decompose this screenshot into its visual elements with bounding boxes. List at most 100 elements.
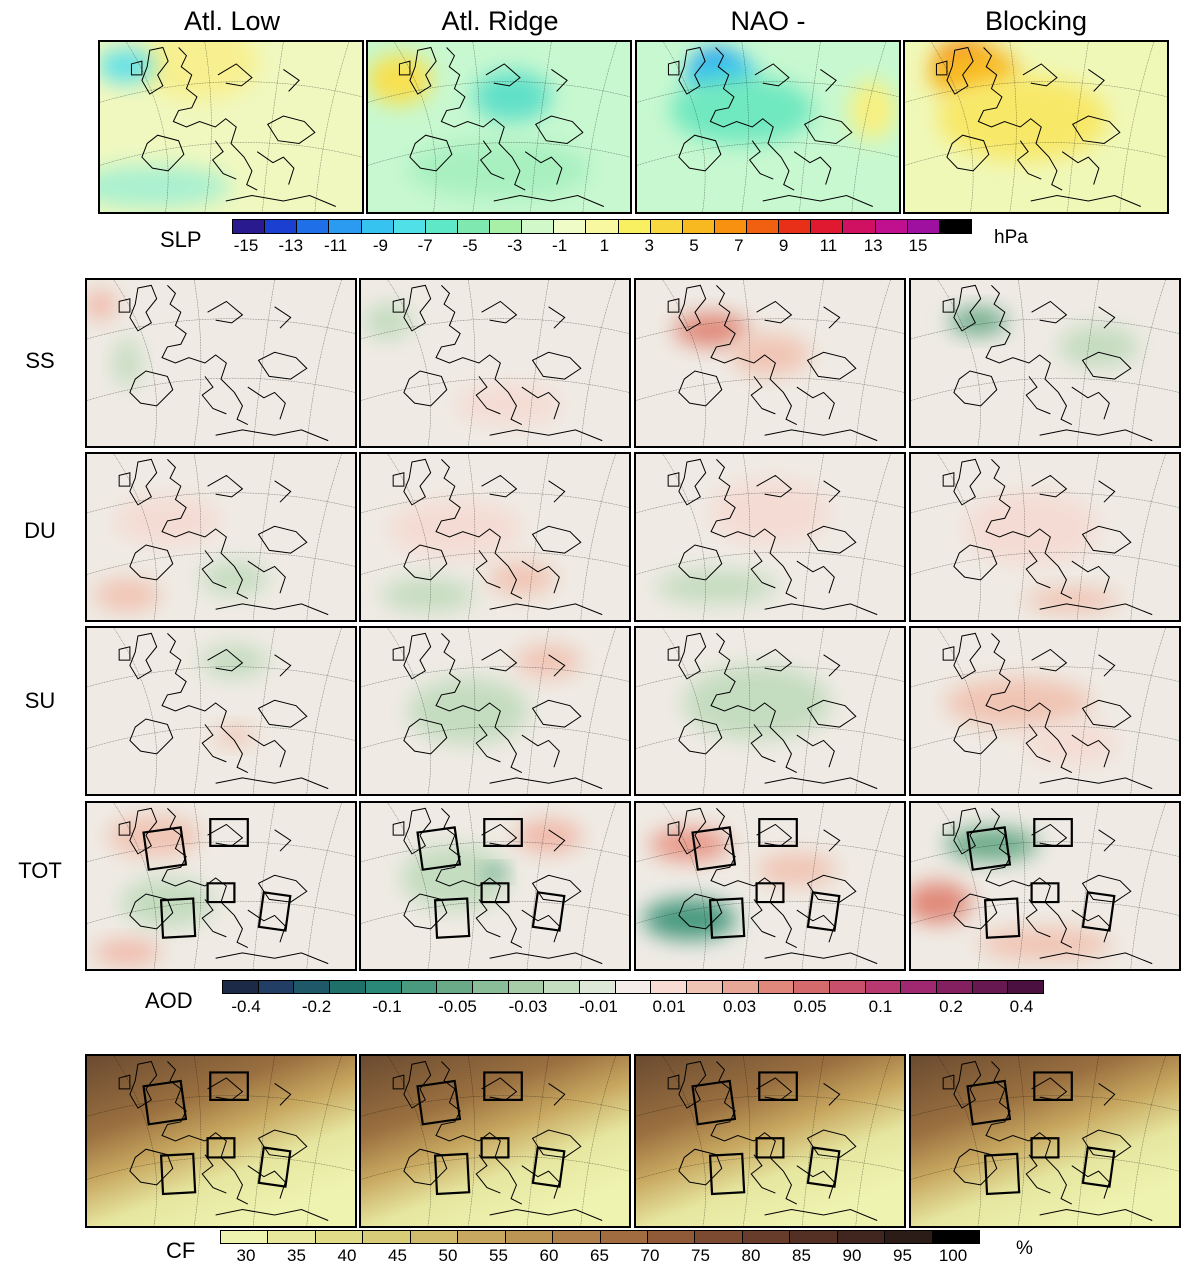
colorbar-swatch bbox=[901, 981, 938, 993]
anomaly-blob bbox=[368, 53, 433, 105]
colorbar-tick-label: 0.4 bbox=[1009, 997, 1034, 1016]
aod-du-map-atl-low-map bbox=[87, 454, 355, 620]
colorbar-swatch bbox=[758, 981, 795, 993]
colorbar-tick-label: 3 bbox=[644, 236, 654, 255]
british-isles-coastline bbox=[943, 459, 981, 505]
colorbar-swatch bbox=[695, 1231, 743, 1243]
colorbar-swatch bbox=[410, 1231, 459, 1243]
british-isles-coastline bbox=[943, 808, 981, 854]
region-box bbox=[482, 883, 509, 902]
coastline bbox=[130, 808, 328, 963]
region-box bbox=[435, 899, 469, 938]
cf-colorbar bbox=[220, 1230, 980, 1244]
colorbar-swatch bbox=[779, 220, 812, 233]
colorbar-swatch bbox=[650, 220, 683, 233]
anomaly-blob bbox=[113, 338, 141, 388]
region-box bbox=[208, 883, 235, 902]
graticule-line bbox=[663, 280, 706, 446]
graticule-line bbox=[1077, 454, 1098, 620]
aod-tot-map-blocking bbox=[909, 801, 1181, 971]
colorbar-tick-label: 70 bbox=[640, 1246, 660, 1265]
british-isles-coastline bbox=[393, 1061, 431, 1108]
graticule-line bbox=[1067, 42, 1088, 212]
graticule-line bbox=[581, 803, 616, 969]
coastline bbox=[130, 459, 328, 614]
aod-du-map-atl-ridge-map bbox=[361, 454, 629, 620]
anomaly-blob bbox=[454, 383, 562, 426]
graticule-line bbox=[1077, 628, 1098, 794]
graticule-line bbox=[126, 42, 168, 212]
region-box bbox=[482, 1138, 509, 1157]
coastline bbox=[679, 633, 877, 788]
british-isles-coastline bbox=[399, 47, 436, 94]
region-box bbox=[985, 1154, 1019, 1194]
colorbar-tick-label: -0.2 bbox=[301, 997, 332, 1016]
graticule-line bbox=[636, 1096, 904, 1117]
anomaly-blob bbox=[515, 819, 583, 853]
colorbar-swatch bbox=[437, 981, 473, 993]
colorbar-tick-label: -15 bbox=[233, 236, 259, 255]
colorbar-swatch bbox=[544, 981, 581, 993]
region-box bbox=[1083, 892, 1114, 930]
region-box bbox=[808, 1147, 839, 1186]
graticule-line bbox=[253, 454, 274, 620]
colorbar-swatch bbox=[265, 220, 298, 233]
colorbar-tick-label: -9 bbox=[372, 236, 388, 255]
cf-map-nao-minus-map bbox=[636, 1056, 904, 1226]
british-isles-coastline bbox=[668, 285, 706, 331]
graticule-line bbox=[368, 82, 630, 103]
slp-map-blocking-map bbox=[905, 42, 1167, 212]
anomaly-blob bbox=[756, 852, 837, 886]
colorbar-swatch bbox=[790, 1231, 838, 1243]
graticule-line bbox=[1131, 1056, 1166, 1226]
colorbar-swatch bbox=[843, 220, 876, 233]
graticule-line bbox=[527, 1056, 548, 1226]
region-box bbox=[144, 1081, 186, 1124]
colorbar-tick-label: 15 bbox=[908, 236, 928, 255]
graticule-line bbox=[262, 42, 283, 212]
graticule-line bbox=[905, 82, 1167, 103]
region-box bbox=[1032, 883, 1059, 902]
aod-su-map-blocking-map bbox=[911, 628, 1179, 794]
graticule-line bbox=[388, 454, 431, 620]
colorbar-swatch bbox=[329, 220, 362, 233]
region-box bbox=[161, 899, 195, 938]
colorbar-swatch bbox=[747, 220, 780, 233]
region-box bbox=[968, 827, 1010, 869]
region-box bbox=[533, 1147, 564, 1186]
graticule-line bbox=[527, 628, 548, 794]
colorbar-swatch bbox=[490, 220, 523, 233]
row-label-du: DU bbox=[24, 518, 56, 543]
colorbar-swatch bbox=[742, 1231, 791, 1243]
aod-su-map-blocking bbox=[909, 626, 1181, 796]
graticule-line bbox=[911, 1096, 1179, 1117]
british-isles-coastline bbox=[943, 1061, 981, 1108]
graticule-line bbox=[253, 280, 274, 446]
graticule-line bbox=[307, 803, 342, 969]
coastline bbox=[404, 1061, 602, 1220]
cf-map-atl-ridge-map bbox=[361, 1056, 629, 1226]
graticule-line bbox=[307, 280, 342, 446]
colorbar-tick-label: 0.1 bbox=[868, 997, 893, 1016]
colorbar-tick-label: 90 bbox=[842, 1246, 862, 1265]
slp-map-atl-low-map bbox=[100, 42, 362, 212]
graticule-line bbox=[307, 1056, 342, 1226]
cf-map-atl-low bbox=[85, 1054, 357, 1228]
coastline bbox=[404, 633, 602, 788]
cf-map-atl-low-map bbox=[87, 1056, 355, 1226]
colorbar-tick-label: 65 bbox=[590, 1246, 609, 1265]
aod-ss-map-atl-low-map bbox=[87, 280, 355, 446]
colorbar-swatch bbox=[618, 220, 651, 233]
cf-map-atl-ridge bbox=[359, 1054, 631, 1228]
region-box bbox=[1034, 1072, 1072, 1099]
british-isles-coastline bbox=[393, 808, 431, 854]
slp-map-atl-ridge-map bbox=[368, 42, 630, 212]
anomaly-blob bbox=[673, 313, 749, 347]
colorbar-swatch bbox=[811, 220, 844, 233]
british-isles-coastline bbox=[119, 808, 157, 854]
coastline bbox=[130, 1061, 328, 1220]
graticule-line bbox=[663, 42, 705, 212]
anomaly-blob bbox=[120, 877, 215, 928]
aod-su-map-nao-minus-map bbox=[636, 628, 904, 794]
graticule-line bbox=[1131, 454, 1166, 620]
